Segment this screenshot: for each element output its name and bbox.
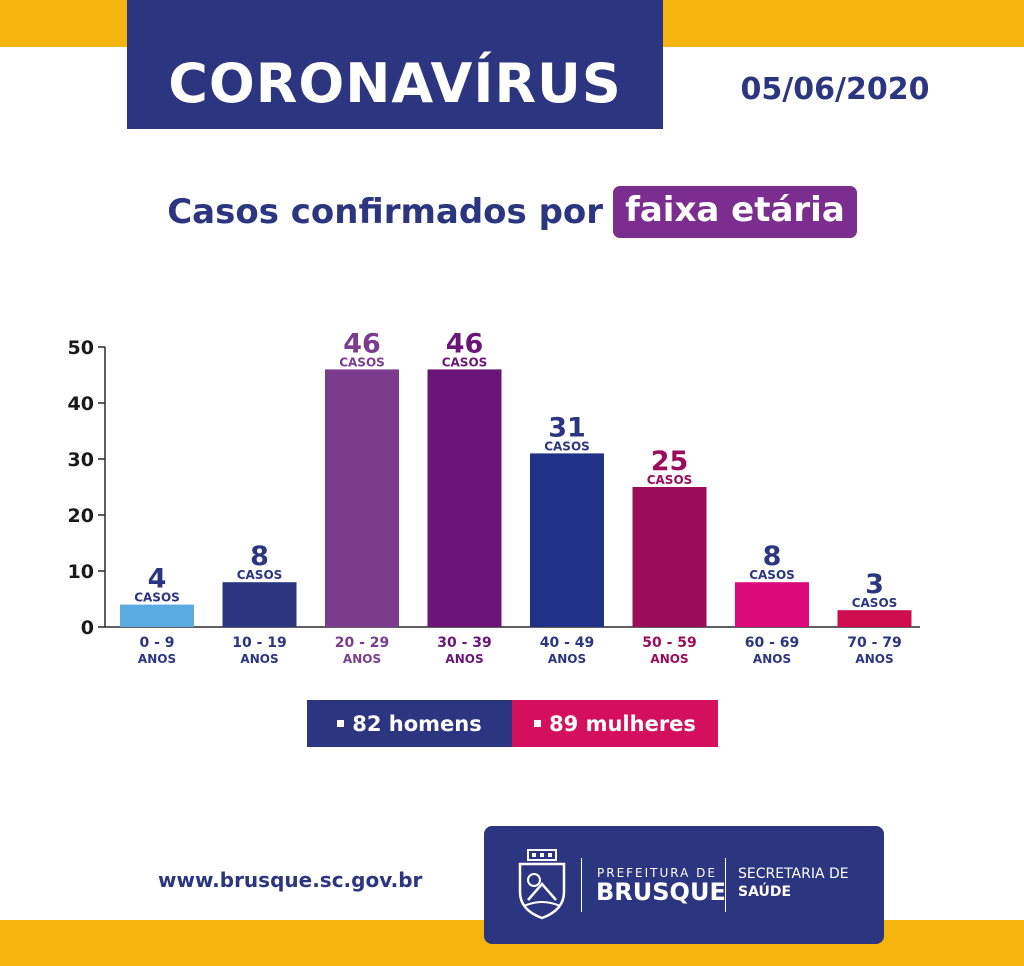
bar-value-label: 3 [865, 569, 884, 600]
prefeitura-label: PREFEITURA DE [597, 866, 717, 880]
bar-unit-label: CASOS [134, 591, 180, 605]
subtitle-prefix: Casos confirmados por [167, 192, 604, 232]
legend-women: 89 mulheres [512, 700, 718, 747]
x-tick-sublabel: ANOS [240, 652, 278, 666]
chart-subtitle: Casos confirmados por faixa etária [0, 186, 1024, 238]
bar-10-19 [222, 582, 297, 627]
x-tick-label: 40 - 49 [540, 635, 595, 651]
bar-unit-label: CASOS [749, 568, 795, 582]
legend-women-label: 89 mulheres [549, 711, 696, 736]
logo-divider-2 [725, 858, 726, 912]
bar-30-39 [427, 369, 502, 627]
bar-40-49 [530, 453, 604, 627]
x-tick-label: 10 - 19 [232, 635, 287, 651]
page-title: CORONAVÍRUS [168, 52, 622, 115]
bar-value-label: 4 [148, 564, 167, 595]
x-tick-sublabel: ANOS [138, 652, 176, 666]
y-tick-label: 0 [81, 617, 94, 639]
x-tick-sublabel: ANOS [445, 652, 483, 666]
bar-unit-label: CASOS [544, 439, 590, 453]
legend-men-label: 82 homens [352, 711, 482, 736]
bar-value-label: 25 [651, 446, 689, 477]
bar-60-69 [735, 582, 809, 627]
x-tick-label: 70 - 79 [847, 635, 902, 651]
bar-unit-label: CASOS [647, 473, 693, 487]
report-date: 05/06/2020 [740, 72, 930, 107]
gender-legend: 82 homens 89 mulheres [307, 700, 718, 747]
y-tick-label: 20 [68, 505, 94, 527]
x-tick-sublabel: ANOS [650, 652, 688, 666]
bar-value-label: 46 [343, 328, 381, 359]
secretaria-label: SECRETARIA DE [738, 866, 849, 882]
y-tick-label: 50 [68, 337, 94, 359]
bar-unit-label: CASOS [442, 355, 488, 369]
footer-logo-panel: PREFEITURA DE BRUSQUE SECRETARIA DE SAÚD… [484, 826, 884, 944]
bar-unit-label: CASOS [852, 596, 898, 610]
x-tick-sublabel: ANOS [343, 652, 381, 666]
saude-label: SAÚDE [738, 884, 792, 900]
x-tick-label: 20 - 29 [335, 635, 390, 651]
y-tick-label: 30 [68, 449, 94, 471]
x-tick-label: 30 - 39 [437, 635, 492, 651]
y-tick-label: 10 [68, 561, 94, 583]
y-tick-label: 40 [68, 393, 94, 415]
legend-men: 82 homens [307, 700, 512, 747]
x-tick-sublabel: ANOS [753, 652, 791, 666]
city-crest-icon [518, 849, 566, 920]
bar-value-label: 46 [446, 328, 484, 359]
legend-women-marker [534, 720, 542, 727]
title-banner: CORONAVÍRUS [127, 0, 663, 129]
x-tick-sublabel: ANOS [855, 652, 893, 666]
bar-value-label: 31 [548, 412, 586, 443]
bar-unit-label: CASOS [339, 355, 385, 369]
x-tick-sublabel: ANOS [548, 652, 586, 666]
bar-unit-label: CASOS [237, 568, 283, 582]
legend-men-marker [337, 720, 345, 727]
city-name: BRUSQUE [596, 878, 726, 906]
x-tick-label: 50 - 59 [642, 635, 697, 651]
x-tick-label: 60 - 69 [745, 635, 800, 651]
bar-0-9 [120, 604, 194, 627]
bar-70-79 [837, 610, 912, 627]
bar-value-label: 8 [250, 541, 269, 572]
website-link[interactable]: www.brusque.sc.gov.br [158, 868, 423, 892]
bar-value-label: 8 [763, 541, 782, 572]
bar-20-29 [325, 369, 399, 627]
logo-divider-1 [581, 858, 582, 912]
subtitle-highlight: faixa etária [613, 186, 857, 238]
x-tick-label: 0 - 9 [139, 635, 174, 651]
bar-50-59 [632, 487, 707, 627]
